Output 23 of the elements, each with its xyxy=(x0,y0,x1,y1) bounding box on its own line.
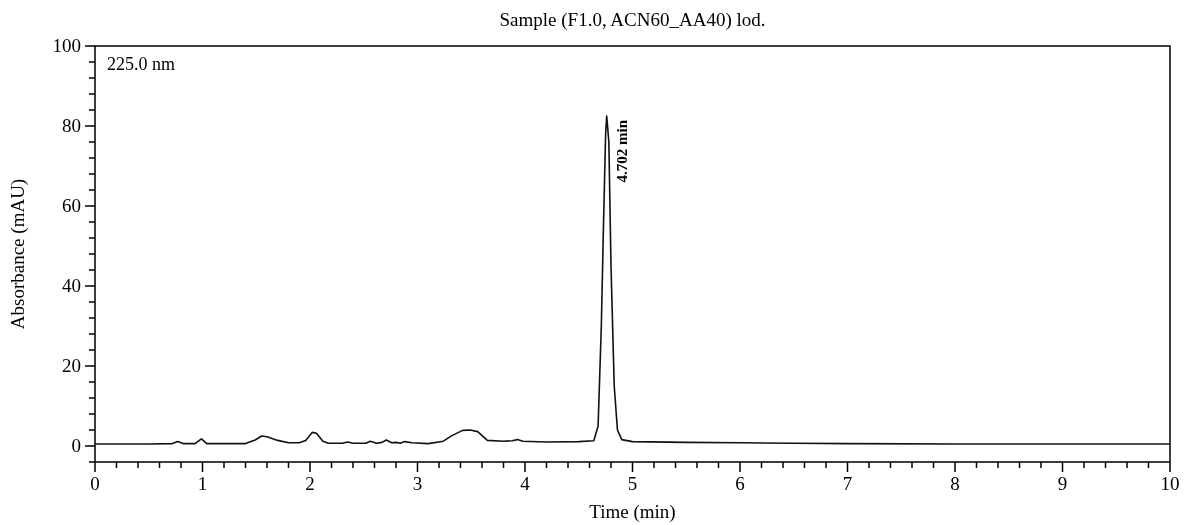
y-axis-title: Absorbance (mAU) xyxy=(7,178,29,330)
y-tick-label: 100 xyxy=(52,35,81,56)
x-tick-label: 6 xyxy=(735,473,745,494)
chart-title: Sample (F1.0, ACN60_AA40) lod. xyxy=(499,9,766,31)
x-tick-label: 10 xyxy=(1160,473,1180,494)
line-series xyxy=(95,115,1170,445)
x-tick-label: 3 xyxy=(412,473,423,494)
x-tick-label: 0 xyxy=(90,473,100,494)
y-tick-label: 80 xyxy=(62,115,81,136)
y-tick-label: 60 xyxy=(62,195,81,216)
x-tick-label: 7 xyxy=(842,473,853,494)
x-tick-label: 5 xyxy=(627,473,638,494)
x-tick-label: 9 xyxy=(1057,473,1068,494)
x-tick-label: 4 xyxy=(520,473,531,494)
x-tick-label: 1 xyxy=(197,473,208,494)
annotation: 4.702 min xyxy=(613,119,630,183)
x-axis-title: Time (min) xyxy=(589,501,676,523)
x-tick-label: 2 xyxy=(305,473,315,494)
y-tick-label: 0 xyxy=(71,435,81,456)
annotation: 225.0 nm xyxy=(107,54,176,74)
y-tick-label: 20 xyxy=(62,355,81,376)
x-tick-label: 8 xyxy=(950,473,960,494)
y-tick-label: 40 xyxy=(62,275,81,296)
